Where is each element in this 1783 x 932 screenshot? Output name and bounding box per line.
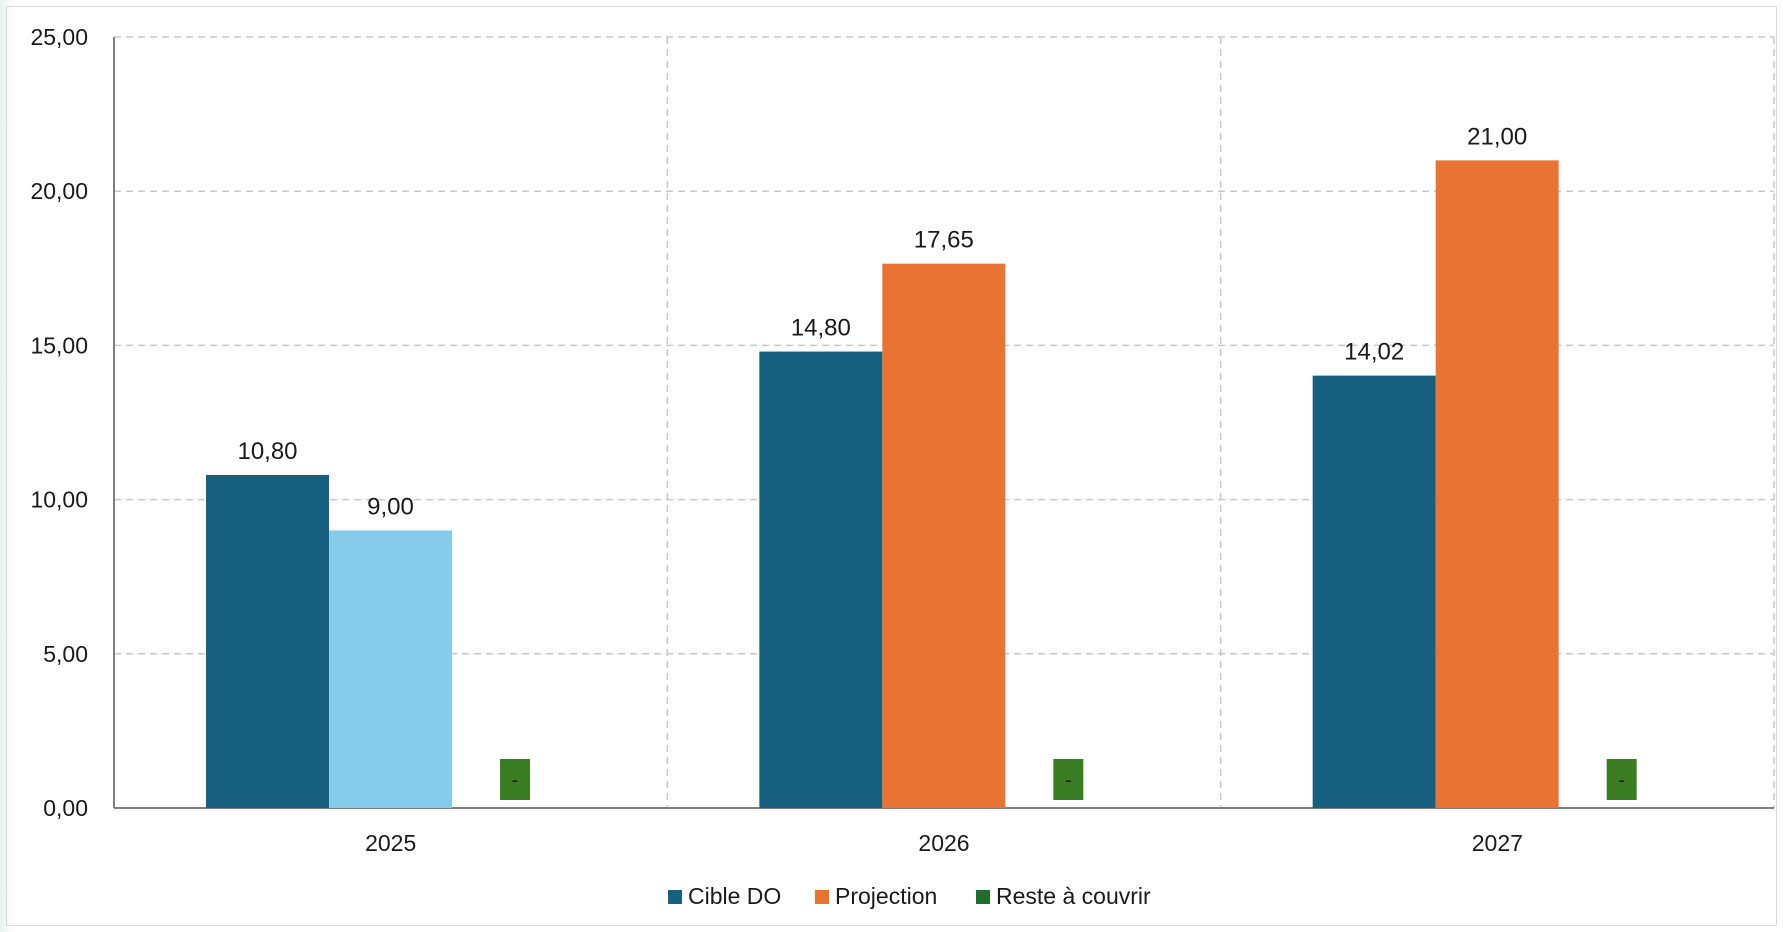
- bar-projection: [882, 263, 1006, 808]
- x-tick-label: 2027: [1472, 830, 1523, 856]
- data-label: 21,00: [1467, 123, 1527, 150]
- legend-label: Reste à couvrir: [996, 883, 1151, 909]
- chart-frame: [6, 6, 1777, 926]
- bar-reste-a-couvrir: [1053, 759, 1084, 800]
- data-label: 17,65: [914, 227, 974, 254]
- bar-cible-do: [759, 351, 883, 808]
- y-tick-label: 20,00: [30, 178, 88, 204]
- data-label: 14,80: [791, 315, 851, 342]
- bar-projection: [329, 530, 452, 808]
- legend-swatch: [668, 890, 682, 904]
- legend-label: Projection: [835, 883, 937, 909]
- y-tick-label: 15,00: [30, 332, 88, 358]
- bar-reste-a-couvrir: [500, 759, 530, 800]
- y-tick-label: 25,00: [30, 24, 88, 50]
- data-label: 10,80: [237, 438, 297, 465]
- bar-cible-do: [1312, 375, 1436, 808]
- y-tick-label: 0,00: [43, 795, 88, 821]
- data-label: -: [1618, 770, 1625, 792]
- x-tick-label: 2025: [365, 830, 416, 856]
- data-label: 14,02: [1344, 339, 1404, 366]
- legend-label: Cible DO: [688, 883, 781, 909]
- data-label: -: [512, 770, 519, 792]
- y-tick-label: 5,00: [43, 641, 88, 667]
- page-edge-tint: [0, 0, 14, 932]
- data-label: 9,00: [367, 493, 414, 520]
- y-tick-label: 10,00: [30, 487, 88, 513]
- legend-swatch: [976, 890, 990, 904]
- bar-cible-do: [206, 474, 329, 808]
- bar-reste-a-couvrir: [1606, 759, 1637, 800]
- legend-swatch: [815, 890, 829, 904]
- x-tick-label: 2026: [918, 830, 969, 856]
- bar-projection: [1435, 160, 1559, 809]
- data-label: -: [1065, 770, 1072, 792]
